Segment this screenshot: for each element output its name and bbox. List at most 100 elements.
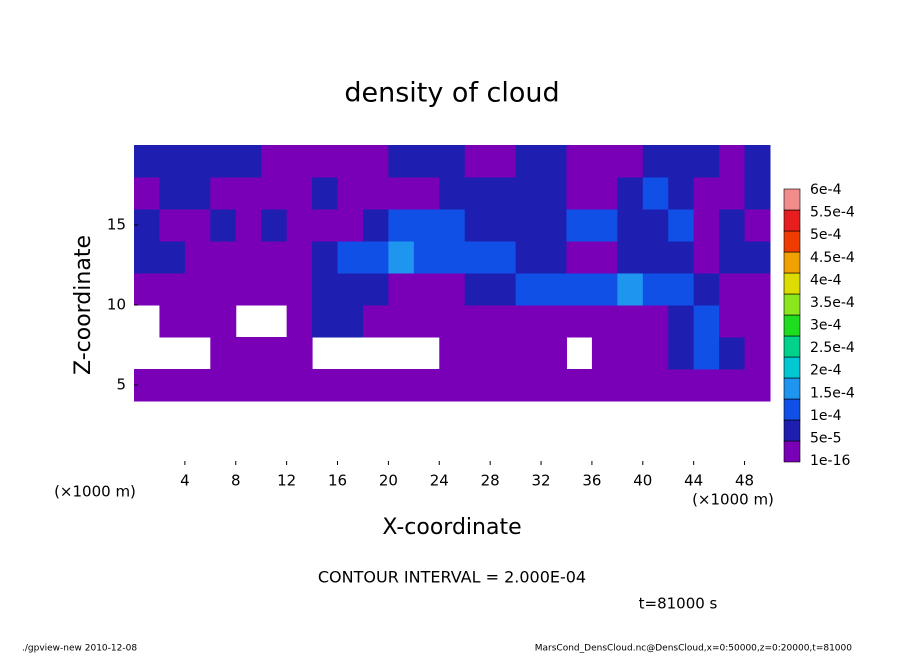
contour-cell bbox=[490, 337, 517, 370]
contour-cell bbox=[719, 177, 746, 210]
contour-cell bbox=[134, 145, 160, 178]
contour-cell bbox=[515, 305, 542, 338]
contour-cell bbox=[693, 305, 720, 338]
contour-cell bbox=[490, 369, 517, 402]
contour-cell bbox=[261, 241, 288, 274]
contour-cell bbox=[134, 209, 160, 242]
x-tick-label: 16 bbox=[328, 472, 347, 490]
contour-cell bbox=[286, 337, 313, 370]
contour-cell bbox=[286, 369, 313, 402]
contour-cell bbox=[515, 273, 542, 306]
contour-cell bbox=[566, 177, 593, 210]
colorbar-box bbox=[783, 419, 801, 442]
contour-cell bbox=[693, 145, 720, 178]
colorbar-label: 5e-5 bbox=[810, 430, 841, 446]
contour-cell bbox=[337, 209, 364, 242]
contour-cell bbox=[464, 273, 491, 306]
contour-cell bbox=[134, 273, 160, 306]
contour-cell bbox=[210, 305, 237, 338]
contour-cell bbox=[134, 241, 160, 274]
contour-cell bbox=[184, 177, 211, 210]
colorbar-label: 5e-4 bbox=[810, 227, 842, 243]
contour-cell bbox=[413, 241, 440, 274]
contour-note: CONTOUR INTERVAL = 2.000E-04 bbox=[318, 568, 586, 587]
colorbar-label: 3.5e-4 bbox=[810, 295, 855, 311]
contour-cell bbox=[642, 145, 669, 178]
x-tick-label: 8 bbox=[231, 472, 241, 490]
contour-cell bbox=[337, 305, 364, 338]
contour-cell bbox=[541, 337, 567, 370]
contour-cell bbox=[439, 241, 466, 274]
colorbar-box bbox=[783, 272, 801, 295]
colorbar-label: 2e-4 bbox=[810, 363, 842, 379]
colorbar-box bbox=[783, 230, 801, 253]
contour-cell bbox=[388, 145, 415, 178]
colorbar-box bbox=[783, 335, 801, 358]
contour-cell bbox=[541, 241, 567, 274]
colorbar-box bbox=[783, 398, 801, 421]
contour-cell bbox=[362, 209, 389, 242]
contour-cell bbox=[413, 209, 440, 242]
x-tick-label: 48 bbox=[735, 472, 754, 490]
colorbar-label: 1.5e-4 bbox=[810, 385, 855, 401]
contour-cell bbox=[337, 241, 364, 274]
contour-cell bbox=[413, 305, 440, 338]
contour-cell bbox=[439, 177, 466, 210]
y-unit: (×1000 m) bbox=[54, 483, 136, 501]
contour-cell bbox=[312, 369, 339, 402]
contour-cell bbox=[566, 369, 593, 402]
x-axis-label: X-coordinate bbox=[382, 515, 521, 540]
footer-left: ./gpview-new 2010-12-08 bbox=[22, 644, 137, 654]
contour-cell bbox=[337, 369, 364, 402]
contour-cell bbox=[413, 369, 440, 402]
contour-cell bbox=[541, 177, 567, 210]
contour-cell bbox=[413, 145, 440, 178]
contour-cell bbox=[388, 241, 415, 274]
contour-cell bbox=[744, 145, 771, 178]
contour-cell bbox=[312, 209, 339, 242]
x-tick-label: 28 bbox=[481, 472, 500, 490]
contour-cell bbox=[719, 273, 746, 306]
contour-cell bbox=[693, 273, 720, 306]
contour-cell bbox=[642, 305, 669, 338]
colorbar-box bbox=[783, 188, 801, 211]
contour-cell bbox=[312, 145, 339, 178]
contour-cell bbox=[464, 369, 491, 402]
contour-cell bbox=[464, 177, 491, 210]
contour-cell bbox=[388, 273, 415, 306]
contour-cell bbox=[744, 305, 771, 338]
contour-cell bbox=[235, 241, 262, 274]
contour-cell bbox=[159, 145, 186, 178]
contour-cell bbox=[439, 145, 466, 178]
contour-cell bbox=[719, 337, 746, 370]
contour-cell bbox=[719, 145, 746, 178]
colorbar-box bbox=[783, 377, 801, 400]
contour-cell bbox=[261, 369, 288, 402]
contour-cell bbox=[693, 337, 720, 370]
contour-cell bbox=[668, 305, 695, 338]
colorbar-label: 2.5e-4 bbox=[810, 340, 855, 356]
contour-cell bbox=[541, 209, 567, 242]
colorbar-label: 1e-4 bbox=[810, 408, 842, 424]
colorbar-box bbox=[783, 251, 801, 274]
contour-cell bbox=[362, 177, 389, 210]
contour-cell bbox=[668, 241, 695, 274]
colorbar-label: 5.5e-4 bbox=[810, 205, 855, 221]
contour-cell bbox=[337, 177, 364, 210]
contour-cell bbox=[159, 177, 186, 210]
contour-cell bbox=[261, 337, 288, 370]
contour-cell bbox=[159, 305, 186, 338]
contour-cell bbox=[362, 273, 389, 306]
contour-cell bbox=[668, 369, 695, 402]
contour-cell bbox=[159, 209, 186, 242]
contour-cell bbox=[286, 241, 313, 274]
contour-cell bbox=[235, 337, 262, 370]
contour-cell bbox=[668, 145, 695, 178]
colorbar-label: 3e-4 bbox=[810, 318, 842, 334]
contour-cell bbox=[617, 273, 644, 306]
contour-cell bbox=[591, 241, 618, 274]
y-tick-label: 15 bbox=[107, 216, 126, 234]
contour-cell bbox=[210, 145, 237, 178]
y-tick-label: 10 bbox=[107, 296, 126, 314]
contour-cell bbox=[668, 177, 695, 210]
